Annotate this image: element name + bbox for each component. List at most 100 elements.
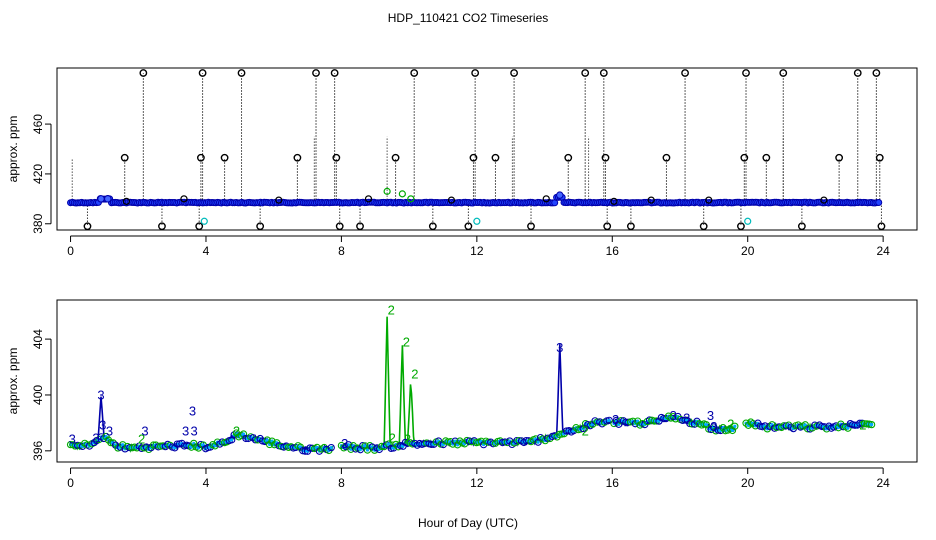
- cyan-point: [744, 217, 752, 225]
- green-point: [398, 190, 406, 198]
- series-3-label: 3: [141, 423, 148, 438]
- outlier-point: [527, 222, 535, 231]
- series-point: [171, 444, 179, 452]
- outlier-point: [510, 69, 518, 77]
- series-point-fill: [365, 448, 370, 452]
- series-point: [669, 412, 677, 421]
- outlier-point: [195, 222, 204, 231]
- outlier-point: [599, 69, 608, 77]
- panel-bottom-x-axis: 0 4 8 12 16 20 24: [67, 467, 890, 490]
- outlier-point: [158, 222, 166, 231]
- x-tick-label: 4: [203, 476, 210, 490]
- series-point: [596, 418, 604, 426]
- x-tick-label: 16: [606, 476, 620, 490]
- outlier-point: [877, 222, 886, 231]
- blue-point: [97, 195, 105, 203]
- outlier-point: [853, 69, 862, 77]
- series-3-label: 3: [612, 412, 619, 427]
- outlier-point: [742, 69, 750, 77]
- outlier-point: [220, 153, 229, 162]
- outlier-point: [564, 153, 573, 162]
- outlier-point: [626, 222, 635, 231]
- series-3-label: 3: [99, 418, 106, 433]
- series-point-fill: [704, 423, 709, 427]
- series-point-fill: [329, 446, 333, 450]
- series-point: [572, 424, 580, 432]
- series-point-fill: [387, 442, 391, 446]
- x-tick-label: 20: [741, 244, 755, 258]
- outlier-point: [491, 153, 500, 162]
- outlier-point: [581, 69, 590, 77]
- series-point: [451, 437, 459, 445]
- outlier-point: [332, 153, 341, 162]
- series-point: [389, 444, 398, 452]
- series-point: [749, 420, 757, 428]
- series-point: [109, 439, 117, 447]
- outlier-point: [762, 153, 771, 162]
- series-2-label: 2: [138, 432, 145, 447]
- panel-bottom-y-axis: 396 400 404: [31, 329, 52, 461]
- series-point: [116, 443, 124, 451]
- series-3-label: 3: [710, 419, 717, 434]
- outlier-point: [139, 69, 148, 77]
- y-tick-label: 400: [31, 385, 45, 405]
- cyan-point: [473, 217, 481, 225]
- outlier-point: [335, 222, 344, 231]
- series-3-label: 3: [69, 432, 76, 447]
- series-point-fill: [581, 426, 585, 431]
- series-3-peak-label: 3: [556, 340, 563, 355]
- outlier-point: [364, 195, 373, 203]
- outlier-point: [681, 69, 689, 77]
- series-3-label: 3: [683, 411, 690, 426]
- outlier-point: [447, 196, 456, 204]
- outlier-point: [542, 195, 550, 203]
- series-point: [392, 440, 400, 449]
- outlier-point: [740, 153, 749, 162]
- panel-top-frame: [56, 67, 918, 231]
- panel-top-y-axis: 380 420 460: [31, 114, 52, 234]
- series-3-label: 3: [191, 423, 198, 438]
- series-3-label: 3: [182, 423, 189, 438]
- panel-top-x-axis: 0 4 8 12 16 20 24: [67, 235, 890, 258]
- outlier-point: [464, 222, 473, 231]
- series-point: [187, 443, 196, 451]
- series-3-label: 3: [707, 408, 714, 423]
- series-point: [731, 422, 739, 430]
- series-point-fill: [451, 442, 455, 446]
- series-point-fill: [275, 441, 279, 445]
- series-point: [100, 434, 108, 443]
- series-point: [662, 414, 670, 423]
- outlier-point: [835, 153, 844, 162]
- series-point-fill: [113, 443, 118, 447]
- series-3-label: 3: [670, 408, 677, 423]
- x-tick-label: 8: [338, 244, 345, 258]
- outlier-point: [356, 222, 364, 231]
- outlier-point: [180, 195, 188, 203]
- series-point: [446, 438, 455, 446]
- outlier-point: [83, 222, 92, 231]
- series-point-fill: [846, 426, 850, 430]
- outlier-point: [737, 222, 745, 231]
- outlier-point: [122, 197, 131, 205]
- outlier-point: [603, 222, 612, 231]
- series-point: [671, 415, 680, 423]
- series-point: [361, 442, 369, 450]
- series-point: [268, 437, 276, 445]
- x-tick-label: 20: [741, 476, 755, 490]
- series-point: [216, 440, 224, 448]
- series-point: [142, 443, 151, 451]
- series-point-fill: [536, 440, 540, 444]
- outlier-point: [196, 153, 205, 162]
- series-point-fill: [121, 443, 125, 447]
- series-point: [612, 416, 620, 425]
- y-tick-label: 460: [31, 114, 45, 134]
- outlier-point: [662, 153, 671, 162]
- series-2-label: 2: [727, 416, 734, 431]
- outlier-point: [875, 153, 884, 162]
- series-point: [206, 443, 215, 451]
- y-tick-label: 404: [31, 329, 45, 349]
- y-tick-label: 396: [31, 440, 45, 460]
- series-point: [296, 443, 305, 451]
- panel-bottom-frame: [56, 299, 918, 463]
